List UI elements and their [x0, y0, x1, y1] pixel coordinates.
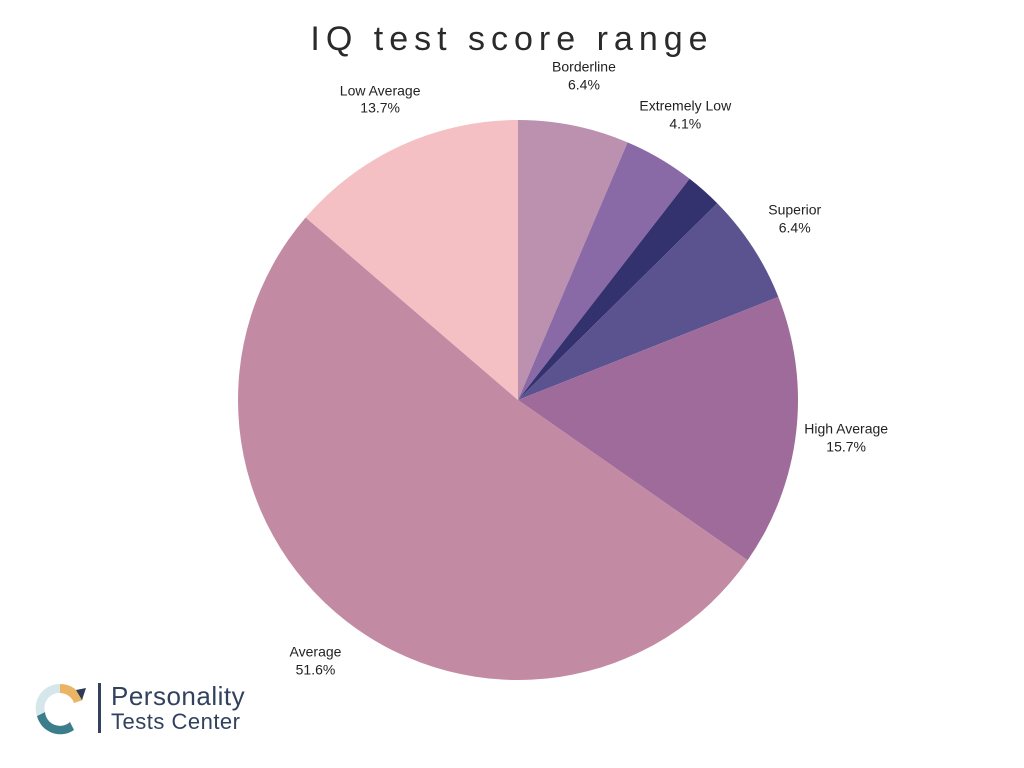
- chart-canvas: IQ test score range Borderline6.4%Extrem…: [0, 0, 1024, 768]
- brand-logo-line2: Tests Center: [111, 710, 245, 733]
- chart-title: IQ test score range: [0, 20, 1024, 59]
- brand-logo-text: Personality Tests Center: [98, 683, 245, 733]
- brand-logo-line1: Personality: [111, 683, 245, 710]
- slice-percent: 13.7%: [340, 100, 421, 118]
- slice-name: Average: [290, 644, 342, 662]
- pie-slice-label: Low Average13.7%: [340, 82, 421, 117]
- brand-logo: Personality Tests Center: [30, 678, 245, 738]
- pie-slice-label: Superior6.4%: [768, 202, 821, 237]
- pie-slice-label: Average51.6%: [290, 644, 342, 679]
- slice-name: Extremely Low: [639, 98, 731, 116]
- pie-chart: [238, 120, 798, 685]
- slice-percent: 6.4%: [552, 76, 616, 94]
- pie-slice-label: Borderline6.4%: [552, 59, 616, 94]
- pie-slice-label: Extremely Low4.1%: [639, 98, 731, 133]
- slice-percent: 6.4%: [768, 219, 821, 237]
- pie-slice-label: High Average15.7%: [804, 421, 888, 456]
- slice-name: Superior: [768, 202, 821, 220]
- slice-name: High Average: [804, 421, 888, 439]
- slice-percent: 4.1%: [639, 115, 731, 133]
- slice-name: Borderline: [552, 59, 616, 77]
- slice-name: Low Average: [340, 82, 421, 100]
- slice-percent: 51.6%: [290, 661, 342, 679]
- brand-logo-mark: [30, 678, 90, 738]
- slice-percent: 15.7%: [804, 438, 888, 456]
